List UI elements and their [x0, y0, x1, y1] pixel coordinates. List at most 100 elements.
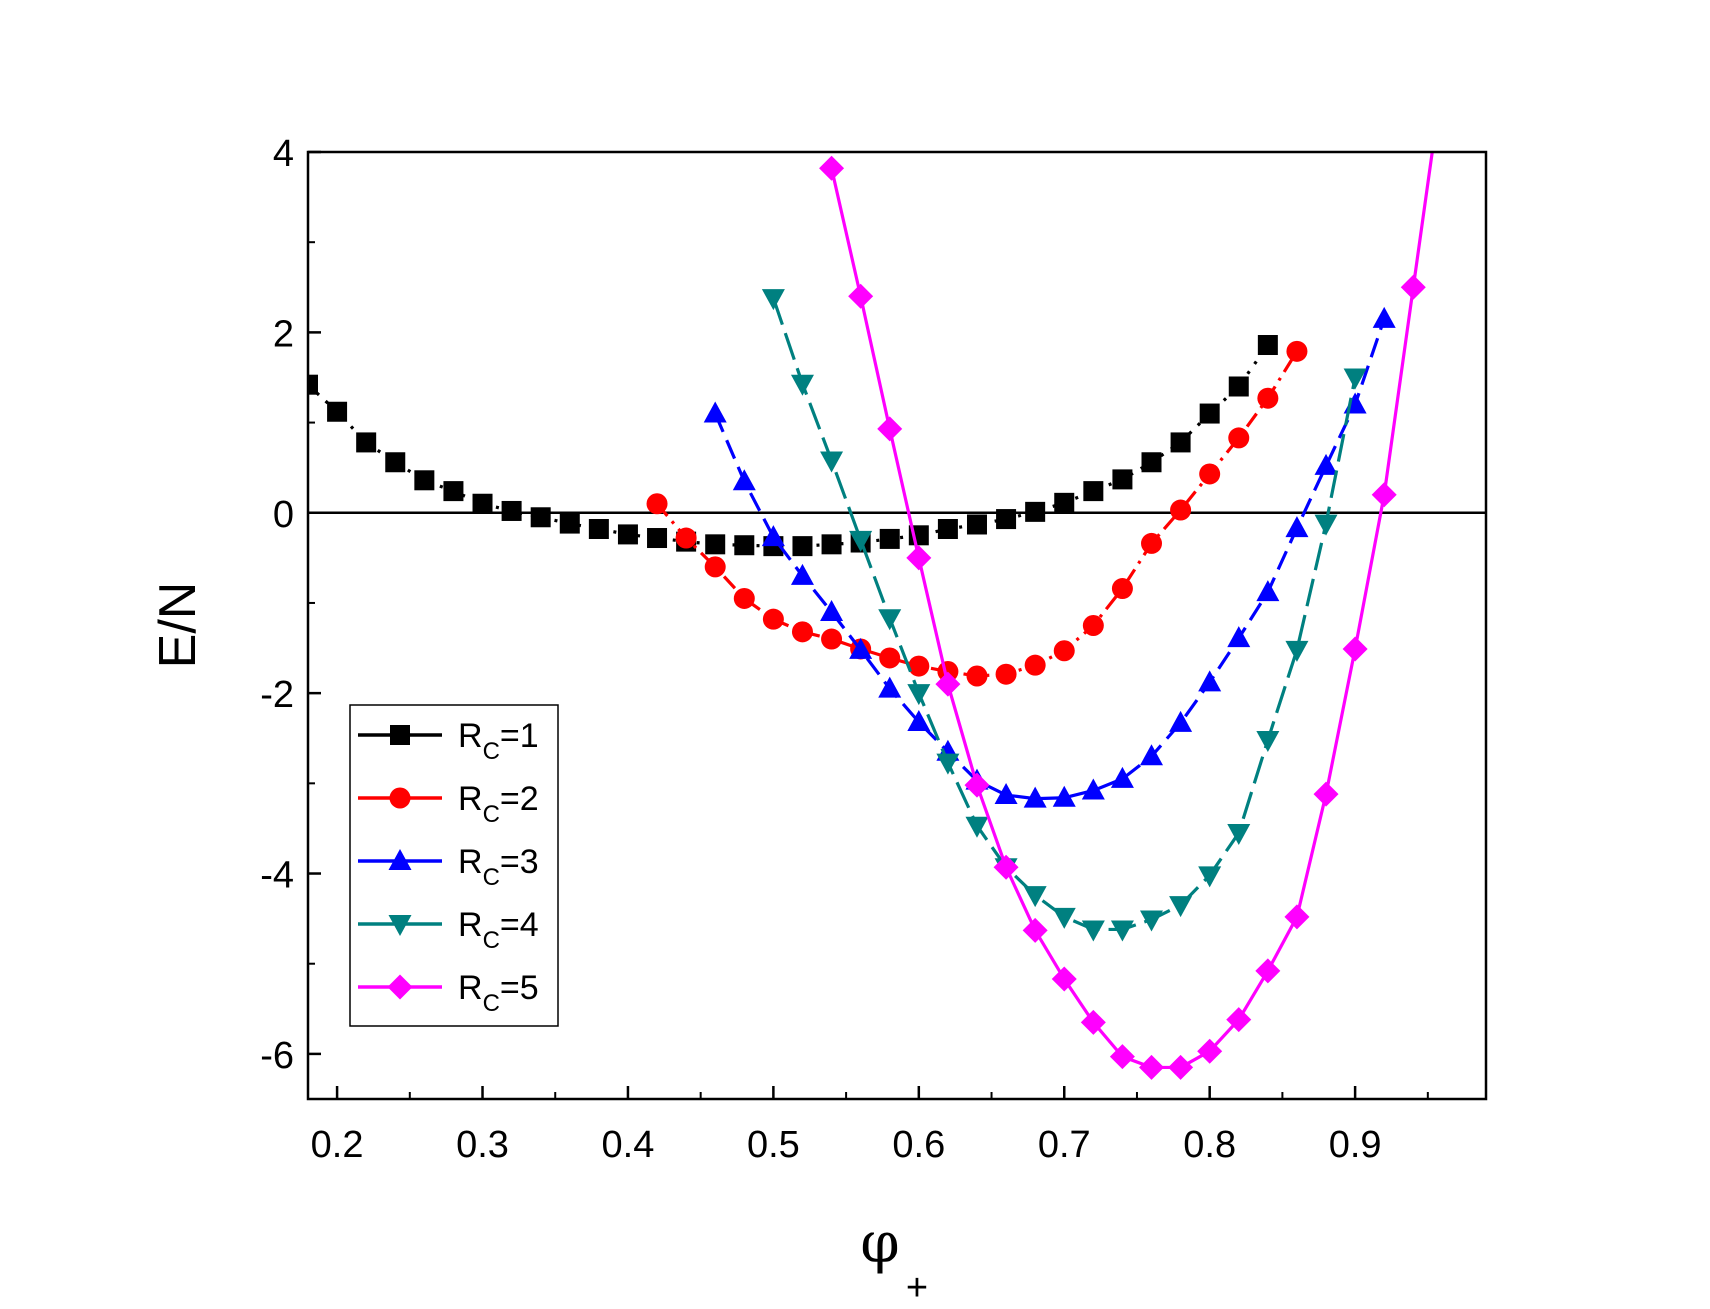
data-point [878, 676, 902, 698]
data-point [820, 451, 844, 473]
x-tick-label: 0.8 [1183, 1124, 1236, 1166]
data-point [761, 525, 785, 547]
data-point [849, 637, 873, 659]
data-point [1111, 578, 1133, 600]
y-tick-label: -2 [260, 674, 294, 716]
data-point [1023, 786, 1047, 808]
data-point [994, 783, 1018, 805]
data-point [993, 854, 1019, 880]
data-point [937, 518, 958, 539]
data-point [1227, 823, 1251, 845]
data-point [1054, 492, 1075, 513]
data-point [1081, 778, 1105, 800]
y-tick-label: -6 [260, 1035, 294, 1077]
data-point [1256, 580, 1280, 602]
data-point [385, 452, 406, 473]
data-point [1197, 1038, 1223, 1064]
x-axis-title-subscript: + [906, 1267, 928, 1309]
data-point [1081, 920, 1105, 942]
data-point [1198, 670, 1222, 692]
data-point [966, 514, 987, 535]
data-point [877, 416, 903, 442]
data-point [559, 513, 580, 534]
data-point [308, 374, 318, 395]
data-point [1083, 481, 1104, 502]
data-point [443, 481, 464, 502]
data-point [1198, 866, 1222, 888]
legend-marker [390, 725, 410, 745]
data-point [906, 545, 932, 571]
data-point [849, 530, 873, 552]
data-point [1226, 1007, 1252, 1033]
data-point [1052, 785, 1076, 807]
data-point [1169, 710, 1193, 732]
data-point [935, 671, 961, 697]
data-point [1286, 340, 1308, 362]
x-tick-label: 0.5 [747, 1124, 800, 1166]
data-point [1285, 640, 1309, 662]
series-5 [819, 152, 1434, 1080]
x-tick-label: 0.2 [311, 1124, 364, 1166]
data-point [821, 534, 842, 555]
y-tick-label: 0 [273, 494, 294, 536]
series-line [829, 152, 1434, 1070]
data-point [1257, 387, 1279, 409]
data-point [761, 289, 785, 311]
data-point [1082, 615, 1104, 636]
data-point [1343, 368, 1367, 390]
legend: RC=1 RC=2 RC=3 RC=4 RC=5 [349, 704, 559, 1027]
y-axis-title: E/N [149, 582, 207, 669]
data-point [705, 534, 726, 555]
data-point [1168, 1054, 1194, 1080]
data-point [1170, 432, 1191, 453]
legend-label: RC=1 [458, 717, 539, 765]
data-point [1199, 463, 1221, 485]
data-point [1342, 636, 1368, 662]
legend-marker [388, 849, 412, 870]
data-point [646, 493, 668, 515]
data-point [703, 401, 727, 423]
data-point [675, 527, 697, 549]
data-point [878, 609, 902, 631]
legend-item: RC=1 [358, 717, 539, 765]
data-point [965, 816, 989, 838]
data-point [1112, 469, 1133, 490]
legend-item: RC=5 [358, 969, 539, 1017]
legend-item: RC=3 [358, 843, 539, 891]
data-point [1052, 907, 1076, 929]
data-point [1053, 640, 1075, 662]
series-layer [308, 152, 1434, 1080]
data-point [1169, 896, 1193, 918]
legend-item: RC=2 [358, 780, 539, 828]
data-point [1372, 306, 1396, 328]
data-point [356, 432, 377, 453]
data-point [1109, 1044, 1135, 1070]
data-point [819, 155, 845, 181]
data-point [1024, 654, 1046, 676]
data-point [879, 528, 900, 549]
x-tick-label: 0.6 [892, 1124, 945, 1166]
data-point [1227, 626, 1251, 648]
x-tick-label: 0.3 [456, 1124, 509, 1166]
data-point [617, 524, 638, 545]
data-point [472, 493, 493, 514]
legend-box [349, 704, 559, 1027]
legend-label: RC=3 [458, 843, 539, 891]
data-point [1256, 731, 1280, 753]
y-tick-label: 4 [273, 133, 294, 175]
data-point [734, 535, 755, 556]
data-point [1110, 766, 1134, 788]
series-2 [646, 340, 1308, 687]
x-tick-label: 0.4 [602, 1124, 655, 1166]
data-point [1139, 1054, 1165, 1080]
data-point [936, 753, 960, 775]
series-3 [703, 306, 1396, 808]
data-point [966, 665, 988, 687]
data-point [790, 374, 814, 396]
data-point [647, 528, 668, 549]
data-point [907, 684, 931, 706]
legend-label: RC=4 [458, 906, 539, 954]
data-point [704, 556, 726, 578]
legend-item: RC=4 [358, 906, 539, 954]
